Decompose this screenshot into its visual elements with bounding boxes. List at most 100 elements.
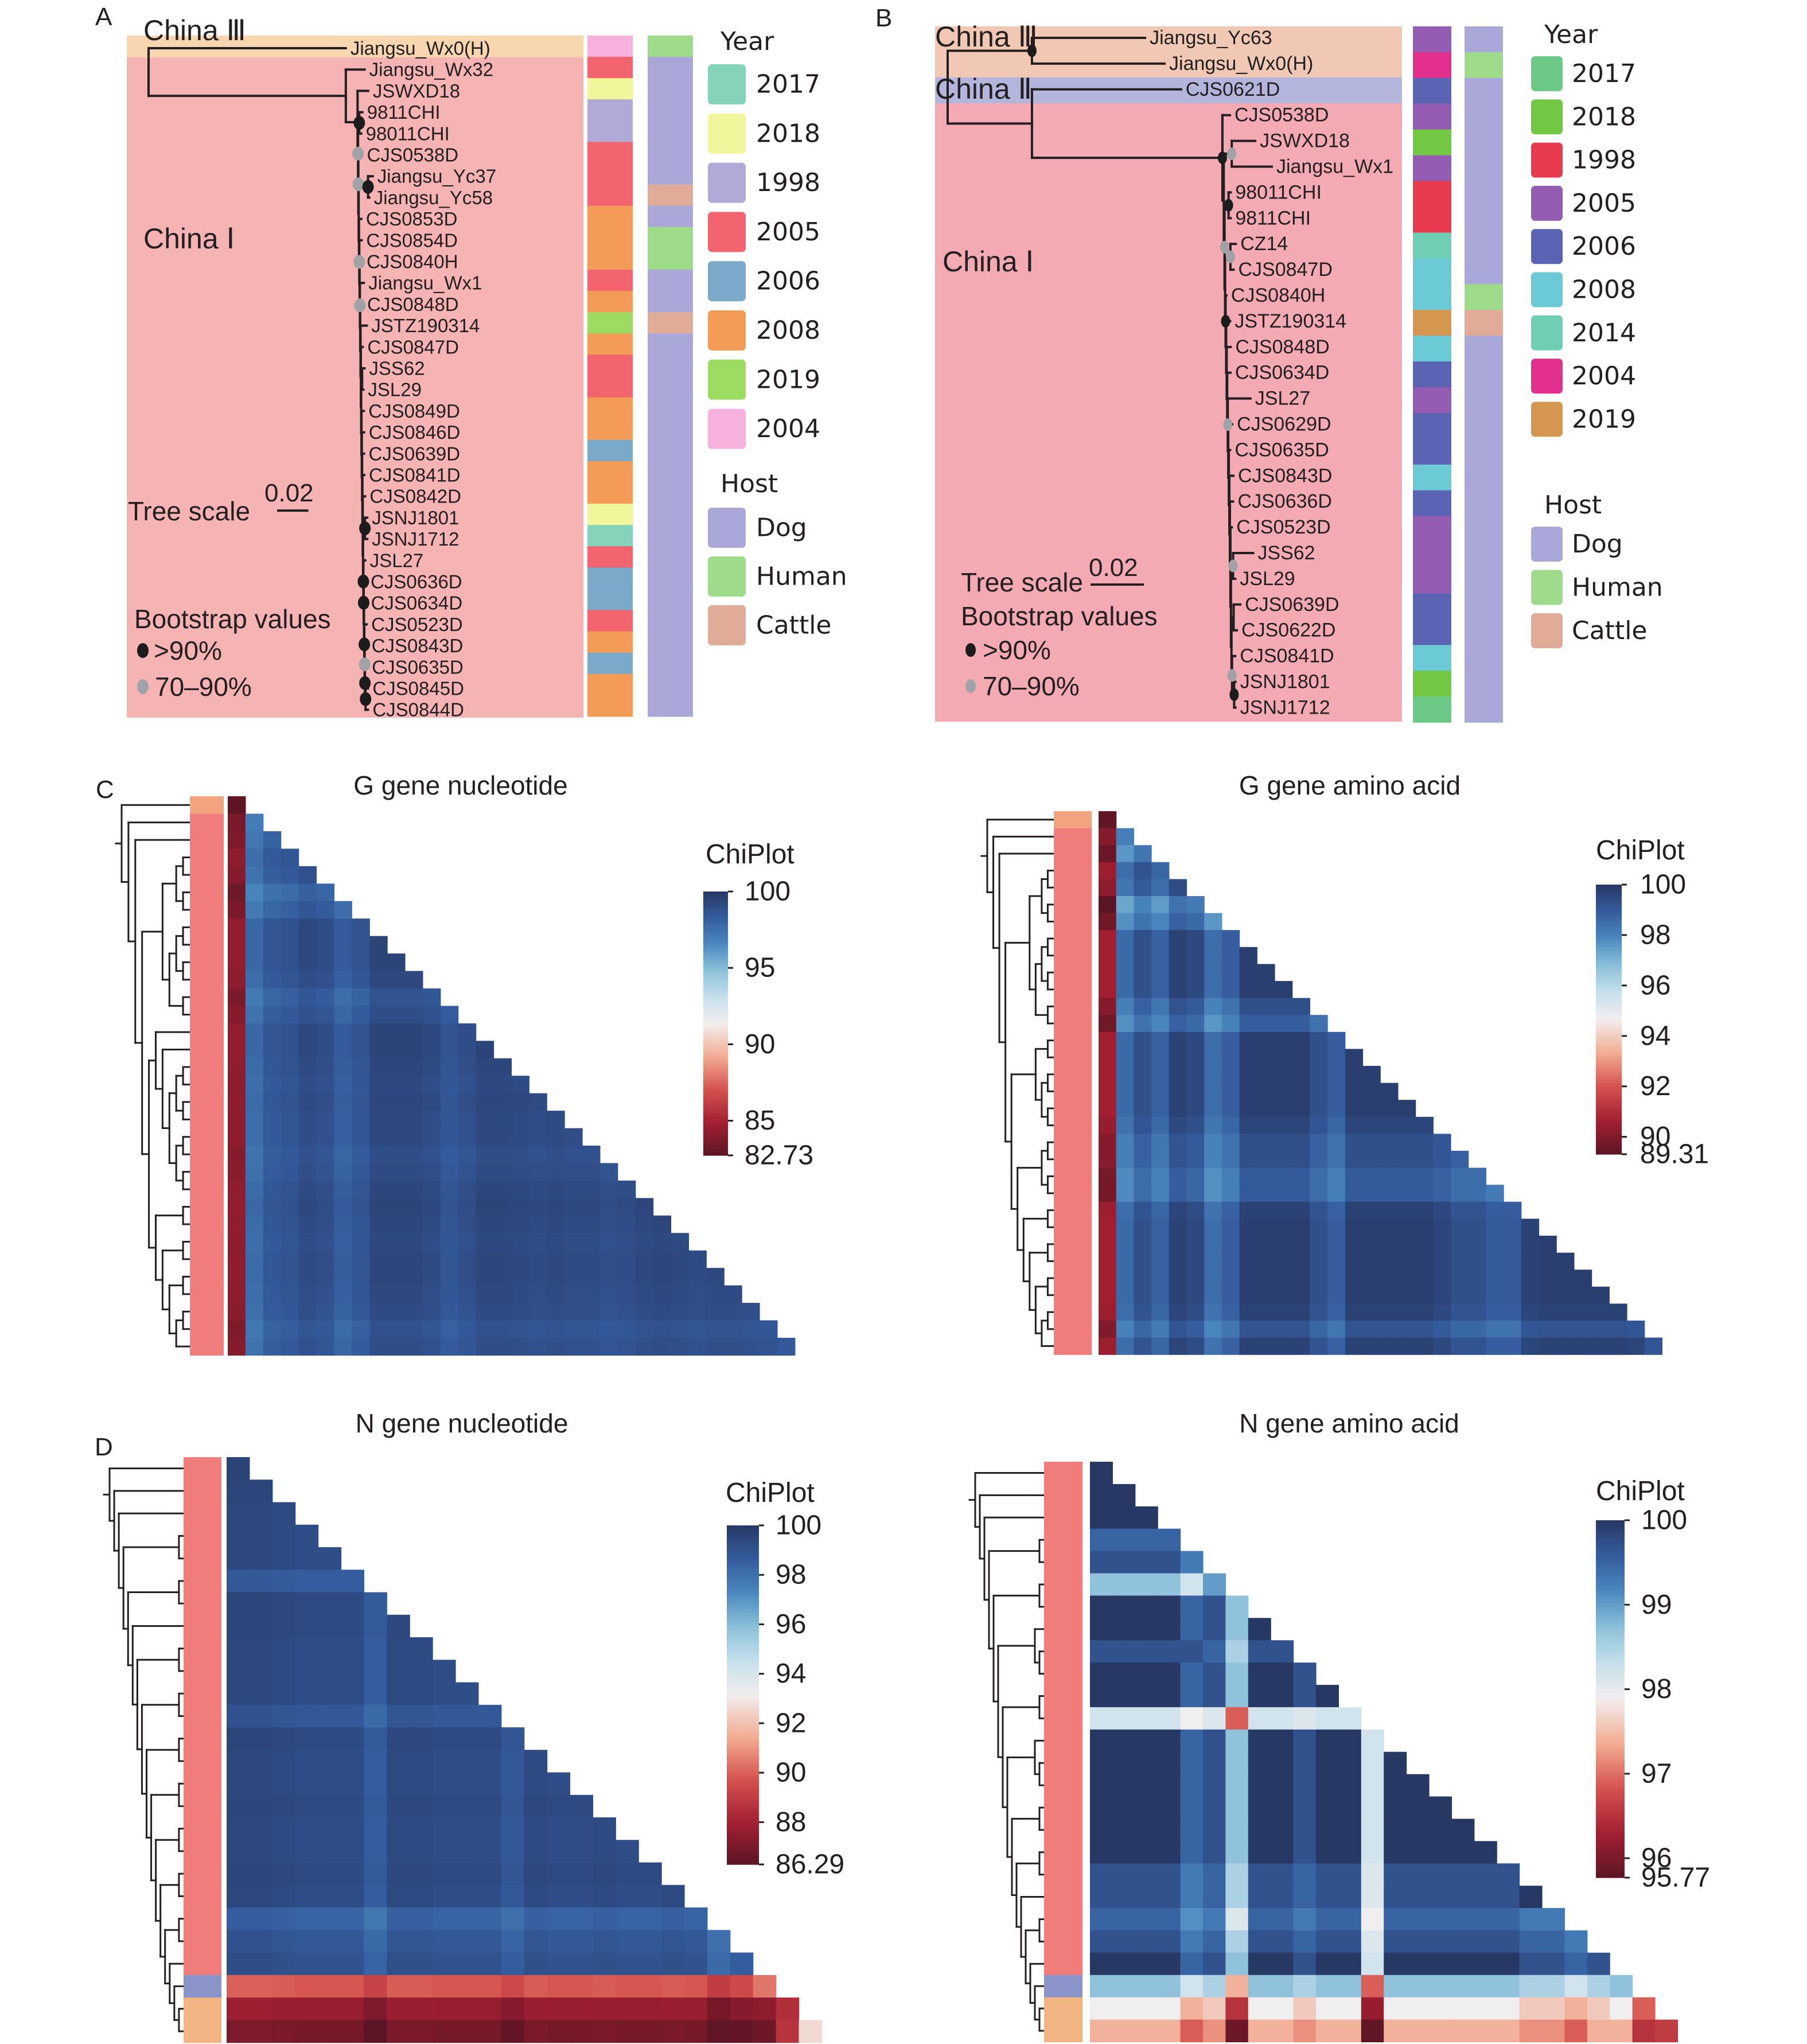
heatmap-cell	[410, 1975, 433, 1998]
heatmap-cell	[405, 1268, 423, 1286]
heatmap-cell	[364, 1817, 387, 1840]
heatmap-cell	[245, 971, 264, 989]
heatmap-cell	[295, 1998, 319, 2020]
panel-d: D N gene nucleotide ChiPlot 100989694929…	[95, 1408, 1710, 2043]
heatmap-cell	[1539, 1252, 1557, 1270]
heatmap-cell	[227, 2020, 250, 2043]
heatmap-cell	[1186, 1286, 1205, 1304]
heatmap-cell	[1239, 1167, 1257, 1185]
heatmap-cell	[1257, 1049, 1275, 1066]
heatmap-cell	[364, 1750, 387, 1773]
colorbar-slice	[1596, 967, 1622, 971]
heatmap-cell	[295, 1727, 319, 1750]
row-annotation-cell	[1044, 2019, 1082, 2042]
heatmap-cell	[1519, 1886, 1543, 1909]
colorbar-slice	[703, 1069, 728, 1072]
colorbar-slice	[703, 1054, 728, 1057]
colorbar-slice	[727, 1822, 759, 1825]
heatmap-cell	[1292, 1083, 1310, 1100]
heatmap-cell	[1275, 1015, 1293, 1033]
heatmap-cell	[1609, 1337, 1627, 1355]
colorbar-slice	[727, 1774, 759, 1777]
heatmap-cell	[410, 1794, 433, 1818]
heatmap-cell	[1591, 1337, 1610, 1355]
colorbar-tick-label: 98	[1640, 920, 1670, 950]
heatmap-cell	[272, 1817, 296, 1840]
heatmap-cell	[1112, 1551, 1136, 1574]
heatmap-cell	[1151, 913, 1170, 930]
heatmap-cell	[1134, 1218, 1152, 1236]
colorbar-slice	[727, 1862, 759, 1865]
heatmap-cell	[1203, 1707, 1226, 1730]
heatmap-cell	[617, 1198, 636, 1216]
leaf-label: CJS0842D	[369, 486, 461, 507]
heatmap-cell	[440, 1215, 459, 1233]
heatmap-cell	[387, 1146, 406, 1164]
heatmap-cell	[1151, 1167, 1170, 1185]
heatmap-cell	[1310, 1303, 1328, 1321]
heatmap-cell	[564, 1128, 583, 1146]
row-annotation-cell	[190, 918, 224, 937]
colorbar-slice	[1596, 1716, 1625, 1720]
heatmap-cell	[1186, 998, 1205, 1015]
heatmap-cell	[1257, 1167, 1275, 1185]
colorbar-slice	[727, 1686, 759, 1690]
heatmap-cell	[1338, 1796, 1362, 1819]
heatmap-cell	[334, 953, 352, 972]
heatmap-cell	[405, 988, 423, 1006]
bootstrap-mid-marker	[354, 298, 366, 313]
colorbar-slice	[703, 1087, 728, 1090]
heatmap-cell	[1327, 1218, 1346, 1236]
heatmap-cell	[228, 1041, 246, 1059]
heatmap-cell	[501, 1727, 525, 1750]
leaf-label: CJS0845D	[372, 678, 464, 699]
heatmap-cell	[298, 1023, 317, 1041]
heatmap-cell	[369, 936, 388, 954]
heatmap-cell	[1221, 1252, 1240, 1270]
heatmap-cell	[249, 1480, 273, 1503]
heatmap-cell	[1316, 1886, 1339, 1909]
colorbar-slice	[1596, 1019, 1622, 1022]
heatmap-cell	[1397, 1167, 1416, 1185]
bootstrap-mid-marker	[353, 255, 365, 269]
year-bar-segment	[1413, 696, 1451, 723]
heatmap-cell	[341, 1727, 364, 1750]
colorbar-slice	[1596, 1535, 1625, 1539]
colorbar-slice	[1596, 1755, 1625, 1759]
row-annotation-cell	[1054, 1031, 1092, 1049]
heatmap-cell	[369, 1180, 388, 1198]
heatmap-cell	[298, 1337, 317, 1356]
colorbar-slice	[727, 1771, 759, 1774]
row-annotation-cell	[190, 988, 224, 1006]
colorbar-slice	[703, 1076, 728, 1079]
heatmap-cell	[405, 1250, 423, 1268]
colorbar-title: ChiPlot	[1596, 835, 1685, 866]
heatmap-cell	[263, 1180, 282, 1198]
heatmap-cell	[1521, 1321, 1540, 1338]
heatmap-cell	[1345, 1218, 1364, 1236]
heatmap-cell	[245, 936, 264, 954]
heatmap-cell	[616, 1840, 639, 1863]
heatmap-cell	[1221, 998, 1240, 1015]
heatmap-cell	[1504, 1201, 1522, 1219]
host-bar-segment	[648, 78, 693, 100]
heatmap-cell	[1451, 2019, 1475, 2042]
heatmap-cell	[1292, 1218, 1310, 1236]
heatmap-cell	[227, 1704, 250, 1728]
heatmap-cell	[1504, 1286, 1522, 1304]
colorbar-slice	[703, 997, 728, 1000]
heatmap-cell	[458, 1041, 477, 1059]
heatmap-cell	[458, 1320, 477, 1338]
heatmap-cell	[1135, 1707, 1158, 1730]
heatmap-cell	[1316, 1819, 1339, 1841]
heatmap-cell	[1221, 947, 1240, 964]
heatmap-cell	[635, 1320, 654, 1338]
heatmap-cell	[1327, 1185, 1346, 1202]
heatmap-cell	[228, 988, 246, 1006]
heatmap-cell	[405, 1146, 423, 1164]
legend-label-host: Dog	[1572, 530, 1623, 559]
heatmap-cell	[1180, 1774, 1204, 1797]
colorbar-slice	[1596, 1549, 1625, 1554]
colorbar-slice	[727, 1539, 759, 1543]
colorbar-slice	[703, 992, 728, 995]
